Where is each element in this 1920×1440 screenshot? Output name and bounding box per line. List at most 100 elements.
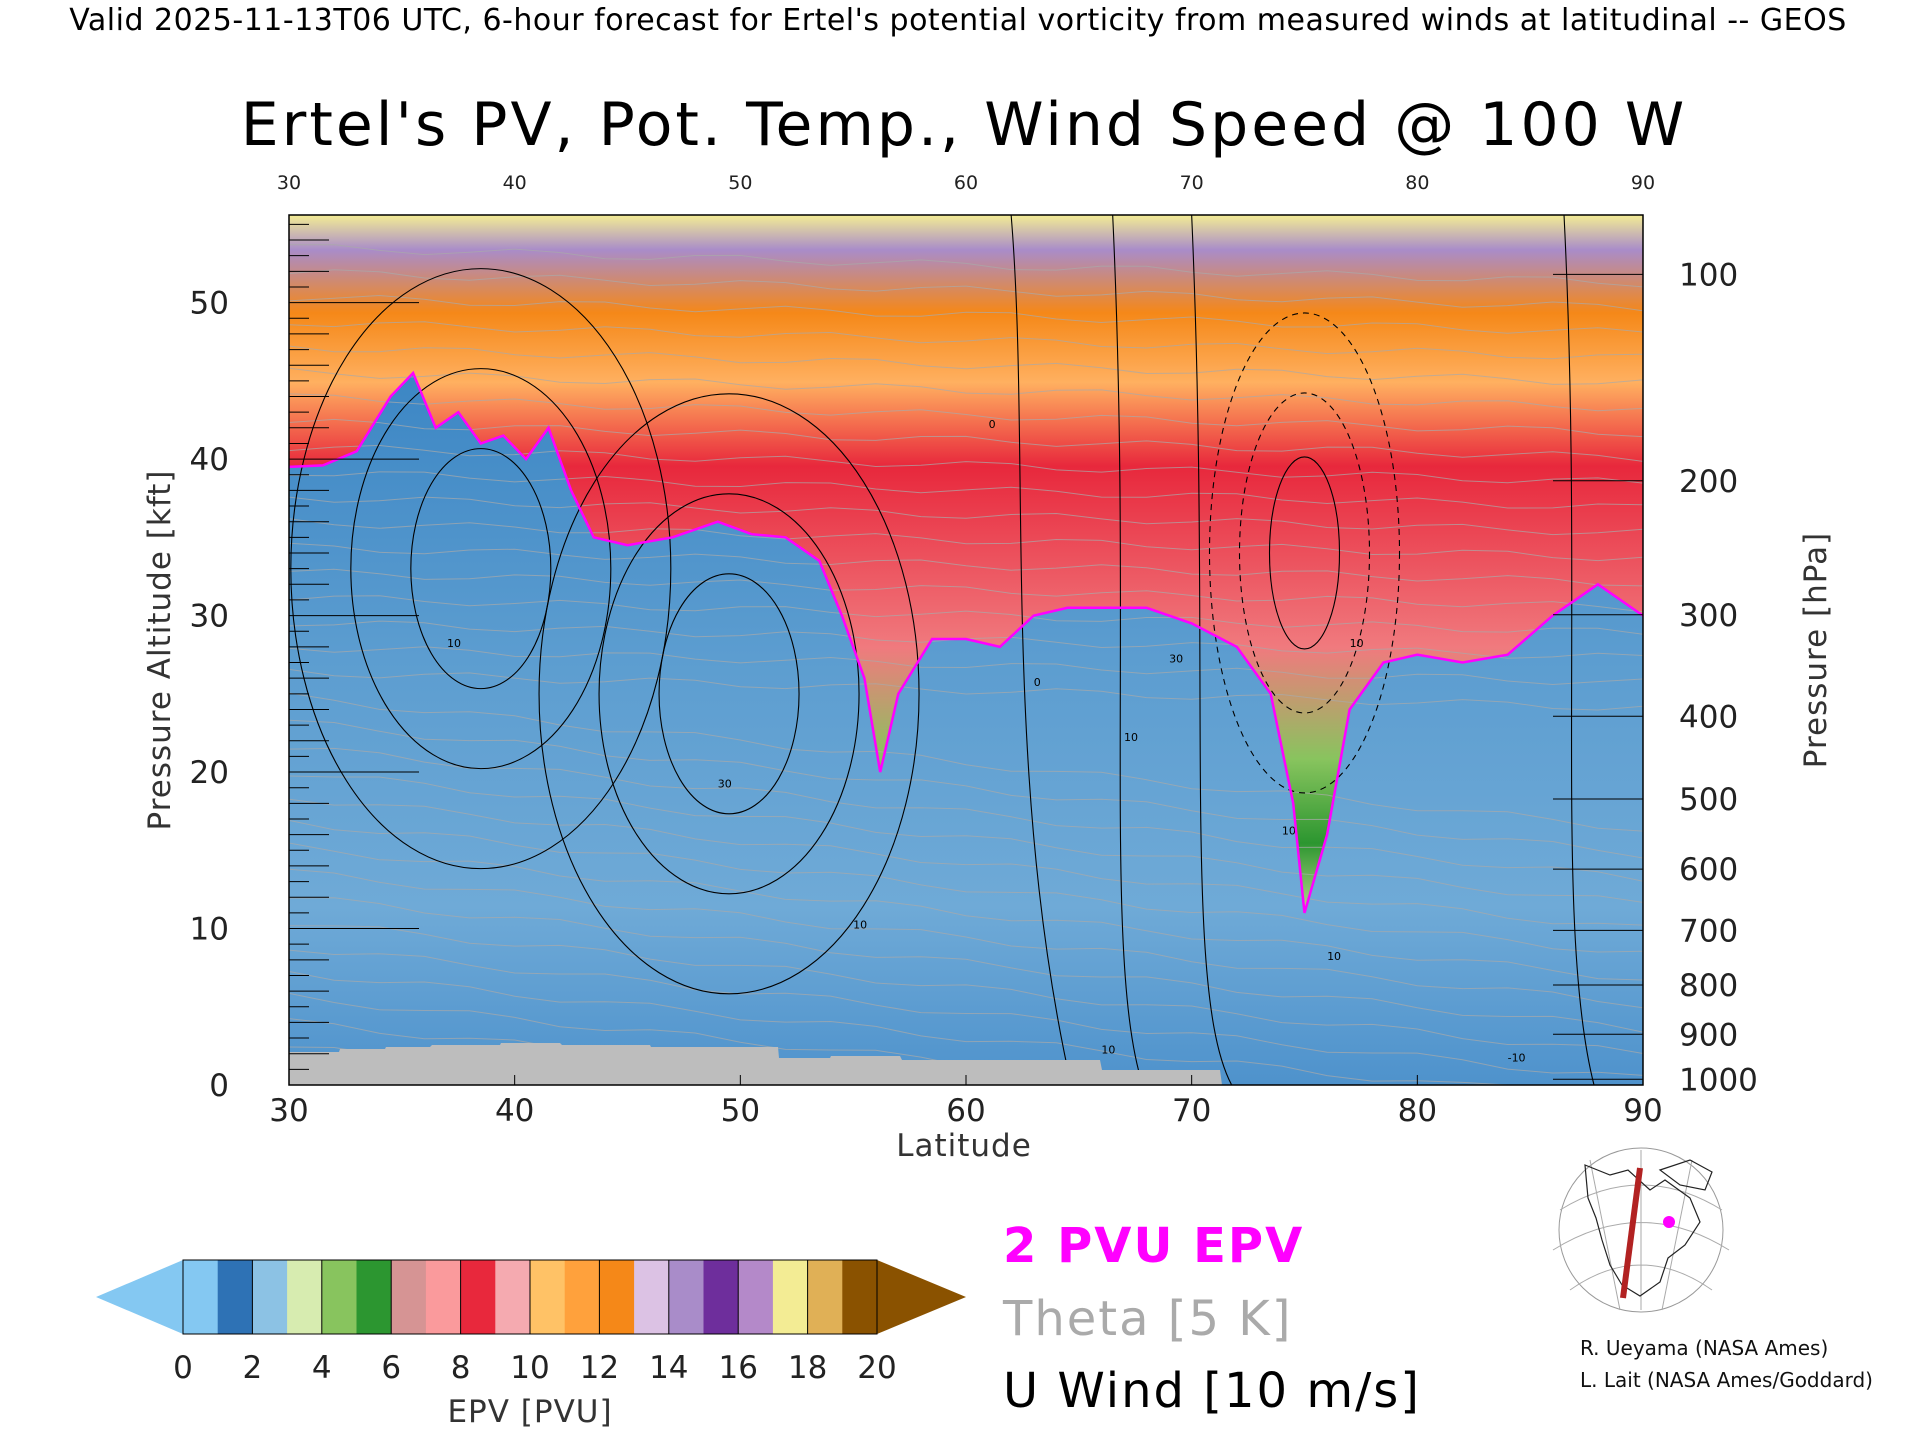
colorbar-segment [460,1260,496,1334]
x-axis-label: Latitude [896,1128,1032,1164]
colorbar-ticks: 0 2 4 6 8 10 12 14 16 18 20 [173,1260,897,1386]
u-wind-contour [658,573,800,815]
x-tick-label: 40 [495,1093,534,1129]
theta-line [289,244,1643,288]
theta-line [289,949,1643,1076]
colorbar-segment [668,1260,704,1334]
u-wind-contour-label: 10 [1282,825,1296,838]
colorbar-segment [703,1260,739,1334]
theta-line [289,925,1643,1054]
map-location-marker [1663,1216,1675,1228]
colorbar-segment [738,1260,774,1334]
y-tick-label: 50 [190,286,229,322]
pressure-tick-label: 1000 [1679,1062,1758,1098]
u-wind-contour [598,493,860,895]
pressure-tick-label: 600 [1679,852,1738,888]
u-wind-contour [1268,456,1341,650]
legend-epv: 2 PVU EPV [1003,1218,1304,1274]
theta-line [289,294,1643,334]
colorbar-segment [842,1260,878,1334]
credit-line-2: L. Lait (NASA Ames/Goddard) [1580,1368,1873,1392]
theta-line [289,719,1643,859]
colorbar-segment [183,1260,219,1334]
x-top-tick-label: 40 [503,172,527,194]
colorbar-tick-label: 8 [451,1350,471,1386]
legend: 2 PVU EPV Theta [5 K] U Wind [10 m/s] [1002,1218,1419,1419]
theta-line [289,542,1643,587]
colorbar-segment [391,1260,427,1334]
u-wind-contour-label: 0 [989,418,996,431]
colorbar-tick-label: 10 [510,1350,549,1386]
colorbar: 0 2 4 6 8 10 12 14 16 18 20 EPV [PVU] [96,1259,966,1430]
x-top-tick-label: 70 [1180,172,1204,194]
x-tick-label: 30 [269,1093,308,1129]
y-tick-label: 10 [190,912,229,948]
colorbar-segment [252,1260,288,1334]
map-graticule [1552,1150,1730,1311]
location-map-inset [1542,1147,1740,1313]
theta-line [289,393,1643,438]
colorbar-over-arrow [877,1260,966,1334]
colorbar-segment [772,1260,809,1334]
colorbar-tick-label: 20 [857,1350,896,1386]
theta-line [289,646,1643,686]
x-tick-label: 80 [1398,1093,1437,1129]
x-top-tick-label: 50 [728,172,752,194]
theta-line [289,496,1643,536]
plot-area: 10 30 0 10 30 10 10 10 0 10 10 -10 [289,215,1643,1085]
theta-line [289,345,1643,385]
pressure-tick-label: 500 [1679,782,1738,818]
colorbar-segment [564,1260,600,1334]
theta-line [289,868,1643,1009]
terrain-mask [289,1043,1222,1085]
colorbar-tick-label: 4 [312,1350,332,1386]
x-axis-top-ticks: 30 40 50 60 70 80 90 [277,172,1655,194]
colorbar-segments [183,1260,878,1334]
u-wind-contour-label: 10 [1124,731,1138,744]
colorbar-segment [634,1260,670,1334]
colorbar-segment [321,1260,357,1334]
pressure-tick-label: 900 [1679,1017,1738,1053]
u-wind-contour [410,448,552,690]
pressure-tick-label: 100 [1679,257,1738,293]
y-axis-right-ticks: 100 200 300 400 500 600 700 800 900 1000 [1553,257,1758,1098]
u-wind-contour-label: 10 [1327,950,1341,963]
x-tick-label: 90 [1623,1093,1662,1129]
stratosphere-epv-fill [289,215,1643,913]
x-top-tick-label: 80 [1405,172,1429,194]
map-projection-circle [1558,1147,1724,1313]
colorbar-tick-label: 0 [173,1350,193,1386]
colorbar-segment [425,1260,462,1334]
theta-line [289,668,1643,711]
theta-line [289,321,1643,360]
x-tick-label: 50 [721,1093,760,1129]
colorbar-tick-label: 14 [649,1350,688,1386]
theta-line [289,747,1643,882]
u-wind-contour-label: 0 [1034,676,1041,689]
u-wind-contour-label: 10 [1101,1044,1115,1057]
theta-line [289,775,1643,903]
pressure-tick-label: 400 [1679,699,1738,735]
y-axis-left-label: Pressure Altitude [kft] [142,470,178,831]
y-tick-label: 20 [190,755,229,791]
map-coastlines [1584,1159,1713,1297]
u-wind-contour-label: 10 [447,637,461,650]
x-top-tick-label: 30 [277,172,301,194]
pressure-tick-label: 300 [1679,598,1738,634]
colorbar-tick-label: 16 [718,1350,757,1386]
pressure-tick-label: 800 [1679,968,1738,1004]
colorbar-label: EPV [PVU] [447,1394,612,1430]
u-wind-contour-label: 10 [1350,637,1364,650]
x-tick-label: 60 [946,1093,985,1129]
y-tick-label: 40 [190,442,229,478]
colorbar-under-arrow [96,1260,183,1334]
colorbar-segment [530,1260,566,1334]
theta-line [289,595,1643,635]
pressure-tick-label: 200 [1679,464,1738,500]
theta-line [289,842,1643,981]
x-top-tick-label: 90 [1631,172,1655,194]
theta-line [289,518,1643,562]
colorbar-segment [287,1260,323,1334]
theta-line [289,444,1643,484]
